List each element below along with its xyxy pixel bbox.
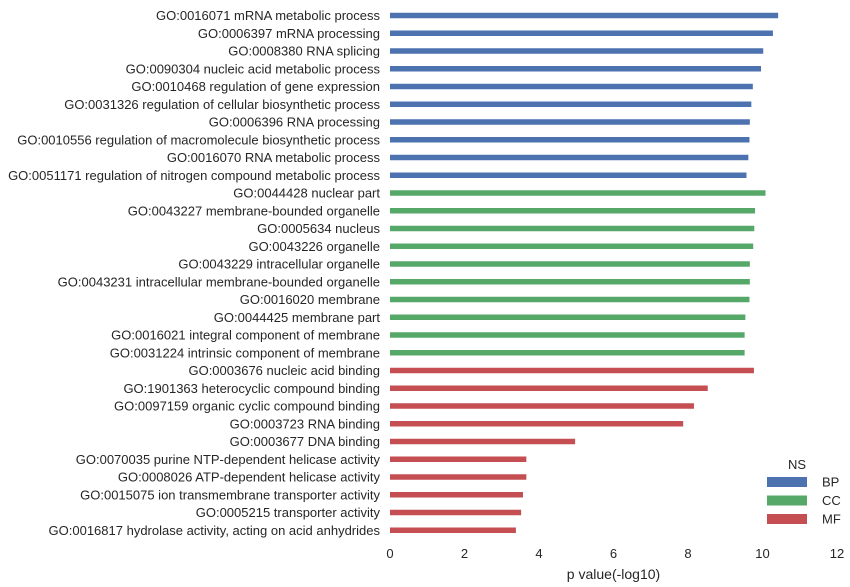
category-label: GO:0003677 DNA binding [230, 434, 380, 449]
x-tick-label: 4 [535, 546, 542, 561]
category-label: GO:0043227 membrane-bounded organelle [128, 203, 380, 218]
bar-mf-27 [390, 492, 523, 498]
category-labels-group: GO:0016071 mRNA metabolic process GO:0006… [8, 8, 380, 538]
bar-bp-7 [390, 137, 750, 143]
category-label: GO:0043226 organelle [248, 239, 380, 254]
bar-bp-6 [390, 119, 750, 125]
bar-mf-25 [390, 456, 527, 462]
bar-mf-20 [390, 367, 754, 374]
legend-title: NS [788, 457, 806, 472]
bar-cc-12 [390, 225, 755, 232]
category-label: GO:0031224 intrinsic component of membra… [110, 345, 380, 360]
category-label: GO:0005215 transporter activity [196, 505, 381, 520]
category-label: GO:0070035 purine NTP-dependent helicase… [76, 452, 381, 467]
category-label: GO:0010556 regulation of macromolecule b… [17, 132, 380, 147]
x-tick-label: 2 [461, 546, 468, 561]
x-tick-label: 0 [386, 546, 393, 561]
category-label: GO:0008380 RNA splicing [228, 44, 380, 59]
x-tick-label: 6 [610, 546, 617, 561]
legend-label-mf: MF [822, 512, 841, 527]
bar-mf-28 [390, 509, 522, 516]
category-label: GO:0031326 regulation of cellular biosyn… [64, 97, 380, 112]
category-label: GO:0005634 nucleus [257, 221, 380, 236]
bars-group [390, 12, 779, 533]
x-tick-labels-group: 0 2 4 6 8 10 12 [386, 546, 844, 561]
category-label: GO:0003723 RNA binding [230, 416, 380, 431]
bar-cc-10 [390, 190, 766, 196]
bar-bp-4 [390, 83, 753, 90]
bar-bp-5 [390, 101, 752, 107]
category-label: GO:0016021 integral component of membran… [111, 328, 380, 343]
bar-bp-1 [390, 30, 773, 36]
category-label: GO:0016817 hydrolase activity, acting on… [49, 523, 381, 538]
bar-bp-3 [390, 66, 762, 72]
category-label: GO:0010468 regulation of gene expression [131, 79, 380, 94]
category-label: GO:0090304 nucleic acid metabolic proces… [126, 61, 381, 76]
bar-bp-2 [390, 48, 764, 54]
bar-cc-19 [390, 350, 745, 356]
legend-swatch-cc [767, 495, 807, 506]
category-label: GO:0006397 mRNA processing [198, 26, 380, 41]
bar-mf-26 [390, 474, 527, 480]
legend-swatch-mf [767, 514, 807, 524]
bar-mf-24 [390, 438, 576, 445]
x-axis-label: p value(-log10) [567, 566, 660, 582]
legend-label-bp: BP [822, 475, 839, 490]
bar-cc-17 [390, 314, 746, 320]
bar-cc-14 [390, 261, 750, 267]
bar-bp-9 [390, 172, 747, 178]
category-label: GO:0016070 RNA metabolic process [167, 150, 381, 165]
category-label: GO:0043231 intracellular membrane-bounde… [58, 274, 380, 289]
category-label: GO:0051171 regulation of nitrogen compou… [8, 168, 380, 183]
bar-bp-8 [390, 154, 749, 161]
bar-cc-13 [390, 243, 754, 249]
category-label: GO:0016020 membrane [240, 292, 380, 307]
bar-cc-15 [390, 279, 750, 285]
category-label: GO:0043229 intracellular organelle [178, 257, 380, 272]
bar-mf-29 [390, 527, 516, 533]
x-tick-label: 10 [755, 546, 769, 561]
category-label: GO:0008026 ATP-dependent helicase activi… [118, 470, 381, 485]
legend-swatch-bp [767, 477, 807, 487]
legend: NS BP CC MF [767, 457, 841, 527]
bar-mf-23 [390, 421, 684, 427]
bar-bp-0 [390, 12, 779, 19]
category-label: GO:0006396 RNA processing [209, 115, 380, 130]
legend-items: BP CC MF [767, 475, 841, 527]
category-label: GO:0016071 mRNA metabolic process [156, 8, 380, 23]
bar-cc-11 [390, 208, 756, 214]
category-label: GO:0044428 nuclear part [233, 186, 380, 201]
x-tick-label: 8 [684, 546, 691, 561]
bar-mf-21 [390, 385, 708, 391]
category-label: GO:1901363 heterocyclic compound binding [123, 381, 380, 396]
category-label: GO:0044425 membrane part [214, 310, 381, 325]
category-label: GO:0097159 organic cyclic compound bindi… [114, 399, 380, 414]
bar-mf-22 [390, 403, 694, 409]
category-label: GO:0015075 ion transmembrane transporter… [80, 487, 380, 502]
legend-label-cc: CC [822, 493, 841, 508]
bar-cc-18 [390, 332, 745, 338]
bar-cc-16 [390, 296, 750, 303]
x-tick-label: 12 [830, 546, 844, 561]
category-label: GO:0003676 nucleic acid binding [188, 363, 380, 378]
